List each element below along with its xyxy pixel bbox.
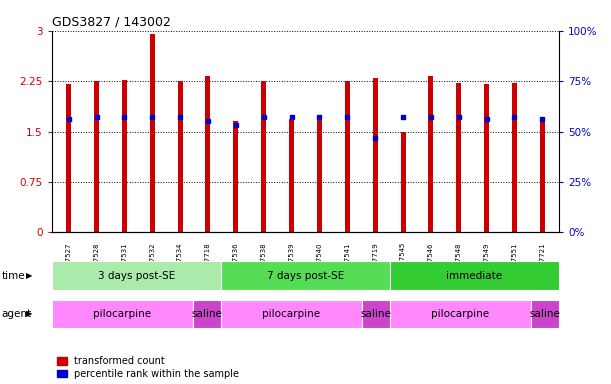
Bar: [221, 300, 362, 328]
Bar: [122, 80, 127, 232]
Bar: [289, 119, 294, 232]
Bar: [456, 83, 461, 232]
Text: agent: agent: [2, 309, 32, 319]
Bar: [233, 121, 238, 232]
Bar: [531, 300, 559, 328]
Text: pilocarpine: pilocarpine: [93, 309, 152, 319]
Bar: [401, 131, 406, 232]
Text: saline: saline: [360, 309, 392, 319]
Text: immediate: immediate: [447, 270, 503, 281]
Text: time: time: [2, 270, 26, 281]
Text: 7 days post-SE: 7 days post-SE: [267, 270, 344, 281]
Text: saline: saline: [191, 309, 222, 319]
Text: GDS3827 / 143002: GDS3827 / 143002: [52, 15, 171, 28]
Text: pilocarpine: pilocarpine: [431, 309, 489, 319]
Bar: [221, 261, 390, 290]
Bar: [345, 81, 350, 232]
Text: 3 days post-SE: 3 days post-SE: [98, 270, 175, 281]
Bar: [540, 119, 545, 232]
Text: pilocarpine: pilocarpine: [262, 309, 321, 319]
Bar: [261, 81, 266, 232]
Bar: [52, 300, 193, 328]
Bar: [512, 83, 517, 232]
Text: ▶: ▶: [26, 271, 32, 280]
Bar: [390, 261, 559, 290]
Legend: transformed count, percentile rank within the sample: transformed count, percentile rank withi…: [57, 356, 240, 379]
Text: saline: saline: [530, 309, 560, 319]
Bar: [428, 76, 433, 232]
Bar: [390, 300, 531, 328]
Bar: [66, 84, 71, 232]
Bar: [373, 78, 378, 232]
Bar: [362, 300, 390, 328]
Bar: [52, 261, 221, 290]
Text: ▶: ▶: [26, 310, 32, 318]
Bar: [94, 81, 99, 232]
Bar: [178, 81, 183, 232]
Bar: [317, 118, 322, 232]
Bar: [484, 84, 489, 232]
Bar: [205, 76, 210, 232]
Bar: [193, 300, 221, 328]
Bar: [150, 34, 155, 232]
